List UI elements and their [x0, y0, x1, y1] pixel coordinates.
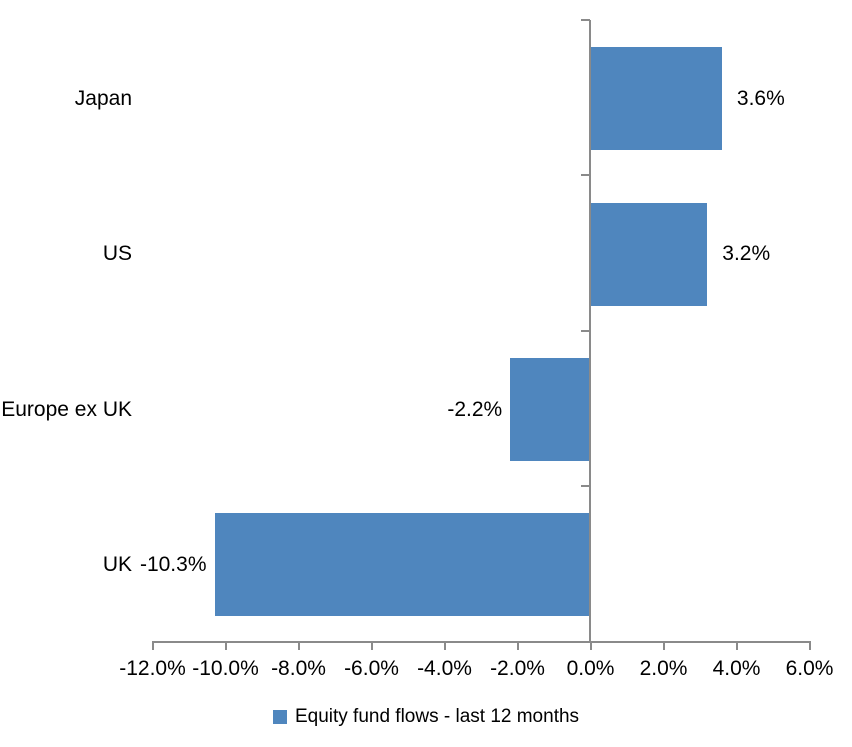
bar-uk: [214, 513, 591, 617]
category-tick: [581, 174, 590, 177]
x-axis-line: [151, 641, 811, 643]
x-tick-label: -8.0%: [271, 657, 326, 680]
category-label: Europe ex UK: [1, 397, 132, 421]
x-tick-label: -2.0%: [490, 657, 545, 680]
bar-value-label: -10.3%: [139, 552, 207, 576]
x-tick-label: 6.0%: [785, 657, 834, 680]
category-label: Japan: [74, 86, 132, 110]
legend-label: Equity fund flows - last 12 months: [294, 706, 580, 727]
x-tick: [151, 643, 154, 650]
legend-swatch-icon: [272, 710, 287, 724]
x-tick: [443, 643, 446, 650]
x-tick-label: -10.0%: [192, 657, 259, 680]
x-tick: [662, 643, 665, 650]
x-tick: [224, 643, 227, 650]
bar-europe-ex-uk: [510, 358, 591, 461]
bar-value-label: -2.2%: [447, 397, 503, 421]
x-tick-label: -12.0%: [119, 657, 186, 680]
category-tick: [581, 485, 590, 488]
x-tick: [516, 643, 519, 650]
x-tick: [589, 643, 592, 650]
legend: Equity fund flows - last 12 months: [0, 706, 852, 728]
category-tick: [581, 19, 590, 21]
x-tick-label: -6.0%: [344, 657, 399, 680]
bar-value-label: 3.2%: [722, 242, 771, 266]
category-label: US: [102, 242, 132, 266]
y-axis-line: [589, 20, 591, 643]
category-tick: [581, 329, 590, 332]
bar-us: [590, 202, 708, 306]
x-tick-label: 4.0%: [712, 657, 761, 680]
x-tick: [808, 643, 811, 650]
x-tick-label: 2.0%: [639, 657, 688, 680]
category-label: UK: [102, 552, 132, 576]
x-tick: [370, 643, 373, 650]
x-tick: [297, 643, 300, 650]
x-tick-label: -4.0%: [417, 657, 472, 680]
bar-value-label: 3.6%: [736, 86, 785, 110]
bar-japan: [590, 47, 722, 151]
x-tick-label: 0.0%: [566, 657, 615, 680]
x-tick: [735, 643, 738, 650]
